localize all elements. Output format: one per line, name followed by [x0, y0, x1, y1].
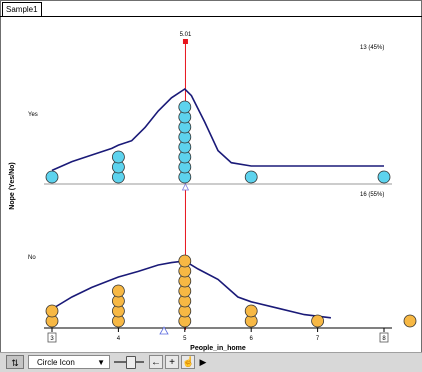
- group-label-no: No: [28, 255, 36, 261]
- x-tick-label: 5: [183, 336, 187, 342]
- x-limit-box: [47, 332, 57, 343]
- off-scale-point: [403, 314, 417, 328]
- icon-type-select[interactable]: Circle Icon ▼: [28, 355, 110, 369]
- dropdown-arrow-icon: ▼: [97, 358, 105, 367]
- mean-marker: [159, 326, 169, 335]
- data-point: [244, 304, 258, 318]
- lower-count-label: 16 (55%): [360, 192, 384, 198]
- data-point: [45, 304, 59, 318]
- movable-line-value: 5.01: [180, 32, 192, 38]
- x-tick-label: 4: [117, 336, 121, 342]
- y-axis-label: Nope (Yes/No): [9, 162, 16, 209]
- data-point: [244, 170, 258, 184]
- icon-select-value: Circle Icon: [37, 358, 75, 367]
- x-limit-box: [379, 332, 389, 343]
- density-curve: [51, 87, 384, 172]
- data-point: [311, 314, 325, 328]
- movable-line-handle[interactable]: [182, 39, 188, 44]
- play-icon[interactable]: ▶: [199, 357, 207, 367]
- tab-divider: [0, 16, 422, 17]
- x-axis-label: People_in_home: [190, 345, 246, 352]
- mean-marker: [181, 183, 190, 191]
- data-point: [112, 150, 125, 164]
- hand-tool-button[interactable]: ☝: [181, 355, 195, 369]
- tab-sample1[interactable]: Sample1: [2, 2, 42, 16]
- bottom-toolbar: ⇅ Circle Icon ▼ ← + ☝ ▶: [0, 352, 422, 372]
- dot-plot[interactable]: Nope (Yes/No) Yes No 13 (45%) 16 (55%) 3 4 5 6 7 8…: [0, 0, 422, 352]
- back-arrow-button[interactable]: ←: [149, 355, 163, 369]
- data-point: [112, 284, 125, 298]
- upper-count-label: 13 (45%): [360, 45, 384, 51]
- group-label-yes: Yes: [28, 112, 38, 118]
- data-point: [377, 170, 391, 184]
- x-tick-label: 7: [316, 336, 320, 342]
- tool-swap-icon[interactable]: ⇅: [6, 355, 24, 369]
- x-tick-label: 3: [50, 336, 54, 342]
- density-curve: [51, 260, 331, 319]
- data-point: [45, 170, 59, 184]
- data-point: [178, 100, 192, 114]
- icon-size-slider-thumb[interactable]: [126, 356, 136, 369]
- x-tick-label: 8: [382, 336, 386, 342]
- x-tick-label: 6: [250, 336, 254, 342]
- data-point: [178, 254, 192, 268]
- add-button[interactable]: +: [165, 355, 179, 369]
